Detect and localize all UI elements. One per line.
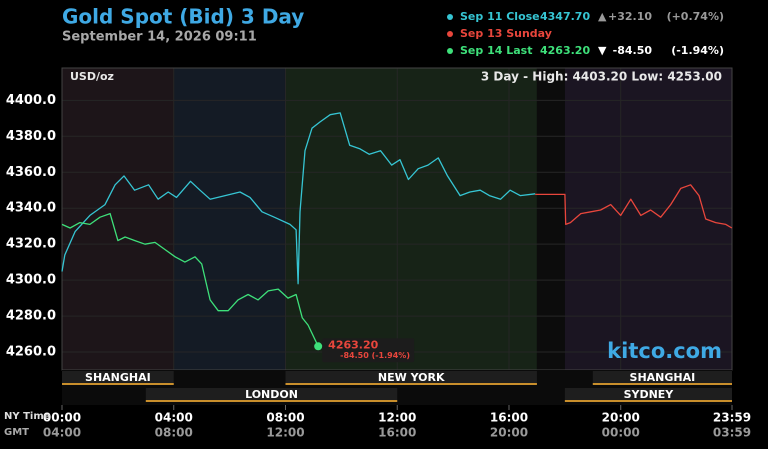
plot-area: 4260.0 4280.0 4300.0 4320.0 4340.0 4360.0 4380… [6,67,751,440]
end-value: 4263.20 [328,338,378,351]
session-zone [536,68,565,370]
y-tick-label: 4260.0 [6,345,56,360]
legend-dot [447,31,453,37]
unit-label: USD/oz [70,70,114,83]
x-row-label: NY Time [4,411,51,422]
x-tick-label: 12:00 [378,411,416,425]
range-label: 3 Day - High: 4403.20 Low: 4253.00 [481,70,722,84]
x2-tick-label: 04:00 [43,426,81,440]
session-zone [173,68,286,370]
y-tick-label: 4280.0 [6,309,56,324]
legend-change: +32.10 [608,10,652,23]
legend-dot [447,48,453,54]
session-label: LONDON [245,388,298,401]
x-tick-label: 16:00 [490,411,528,425]
y-tick-label: 4340.0 [6,201,56,216]
x2-tick-label: 12:00 [266,426,304,440]
session-zone [62,68,174,370]
session-band [592,371,732,385]
end-change: -84.50 (-1.94%) [340,351,410,360]
legend-pct: (-1.94%) [671,44,724,57]
x-tick-label: 08:00 [266,411,304,425]
y-tick-label: 4300.0 [6,273,56,288]
x-tick-label: 20:00 [602,411,640,425]
y-tick-label: 4360.0 [6,165,56,180]
annotation-box [322,338,415,363]
x2-tick-label: 16:00 [378,426,416,440]
x2-tick-label: 00:00 [602,426,640,440]
legend-value: 4263.20 [540,44,590,57]
watermark: kitco.com [607,339,722,363]
legend-value: 4347.70 [540,10,590,23]
legend-arrow: ▼ [598,44,607,57]
chart-subtitle: September 14, 2026 09:11 [62,30,257,45]
legend-dot [447,14,453,20]
legend-name: Sep 13 Sunday [460,27,552,40]
x2-tick-label: 03:59 [713,426,751,440]
y-tick-label: 4380.0 [6,129,56,144]
legend-pct: (+0.74%) [667,10,724,23]
session-zone [285,68,537,370]
x-tick-label: 00:00 [43,411,81,425]
legend-arrow: ▲ [598,10,607,23]
y-tick-label: 4320.0 [6,237,56,252]
session-band [564,388,732,402]
series-line [535,184,733,229]
series-line [61,112,536,285]
session-label: SHANGHAI [85,371,151,384]
session-label: NEW YORK [378,371,445,384]
session-band [285,371,537,385]
session-band [62,371,174,385]
x-tick-label: 23:59 [713,411,751,425]
x2-row-label: GMT [4,427,29,438]
session-zone [564,68,732,370]
x2-tick-label: 08:00 [155,426,193,440]
session-label: SHANGHAI [630,371,696,384]
y-tick-label: 4400.0 [6,93,56,108]
x-tick-label: 04:00 [155,411,193,425]
session-band [145,388,398,402]
legend-name: Sep 11 Close [460,10,540,23]
chart-title: Gold Spot (Bid) 3 Day [62,5,304,29]
legend-name: Sep 14 Last [460,44,532,57]
legend-change: -84.50 [613,44,653,57]
end-marker [314,342,323,351]
x2-tick-label: 20:00 [490,426,528,440]
series-line [61,212,319,347]
session-label: SYDNEY [624,388,675,401]
